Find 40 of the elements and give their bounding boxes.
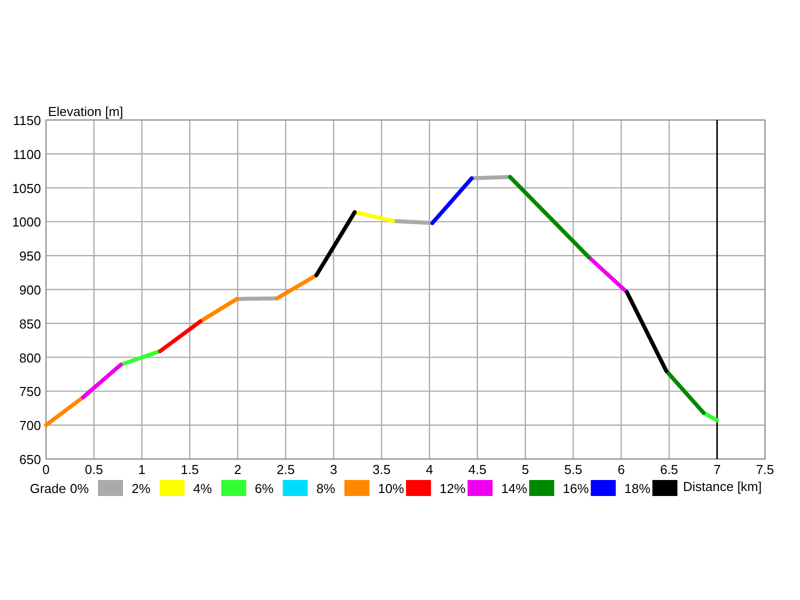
legend-label: 14% bbox=[501, 481, 528, 496]
y-axis-title: Elevation [m] bbox=[48, 104, 124, 119]
x-tick-label: 1.5 bbox=[180, 462, 199, 477]
legend-label: 6% bbox=[254, 481, 274, 496]
x-tick-label: 0 bbox=[42, 462, 50, 477]
x-tick-label: 7 bbox=[713, 462, 721, 477]
legend-label: 16% bbox=[562, 481, 590, 496]
legend-label: 0% bbox=[70, 481, 90, 496]
x-tick-label: 6.5 bbox=[660, 462, 678, 477]
x-tick-label: 3.5 bbox=[372, 462, 391, 477]
x-tick-label: 2.5 bbox=[276, 462, 295, 477]
legend-label: 12% bbox=[440, 481, 466, 496]
y-tick-label: 1000 bbox=[12, 214, 41, 230]
x-tick-label: 4.5 bbox=[468, 462, 486, 477]
legend-label: 18% bbox=[624, 481, 651, 496]
y-tick-label: 950 bbox=[19, 248, 41, 264]
x-axis-title: Distance [km] bbox=[683, 479, 762, 494]
x-tick-label: 1 bbox=[138, 462, 146, 477]
legend-label: 8% bbox=[316, 481, 336, 496]
y-tick-label: 850 bbox=[19, 316, 41, 332]
legend-label: 10% bbox=[378, 481, 404, 496]
y-tick-label: 1150 bbox=[13, 113, 41, 128]
legend-label: 2% bbox=[132, 481, 151, 496]
y-tick-label: 1050 bbox=[12, 180, 41, 196]
legend-label: 4% bbox=[193, 481, 212, 496]
y-tick-label: 650 bbox=[19, 452, 41, 467]
x-tick-label: 4 bbox=[426, 462, 434, 477]
x-tick-label: 6 bbox=[618, 462, 625, 477]
x-tick-label: 5 bbox=[522, 462, 529, 477]
x-tick-label: 3 bbox=[330, 462, 338, 477]
y-tick-label: 700 bbox=[19, 418, 41, 434]
x-tick-label: 0.5 bbox=[84, 462, 103, 477]
x-tick-label: 7.5 bbox=[756, 462, 774, 477]
y-tick-label: 750 bbox=[19, 384, 41, 400]
y-tick-label: 900 bbox=[19, 282, 41, 298]
y-tick-label: 800 bbox=[19, 350, 41, 366]
x-tick-label: 2 bbox=[234, 462, 242, 477]
y-tick-label: 1100 bbox=[13, 146, 41, 162]
legend-title: Grade bbox=[30, 481, 66, 496]
x-tick-label: 5.5 bbox=[564, 462, 582, 477]
